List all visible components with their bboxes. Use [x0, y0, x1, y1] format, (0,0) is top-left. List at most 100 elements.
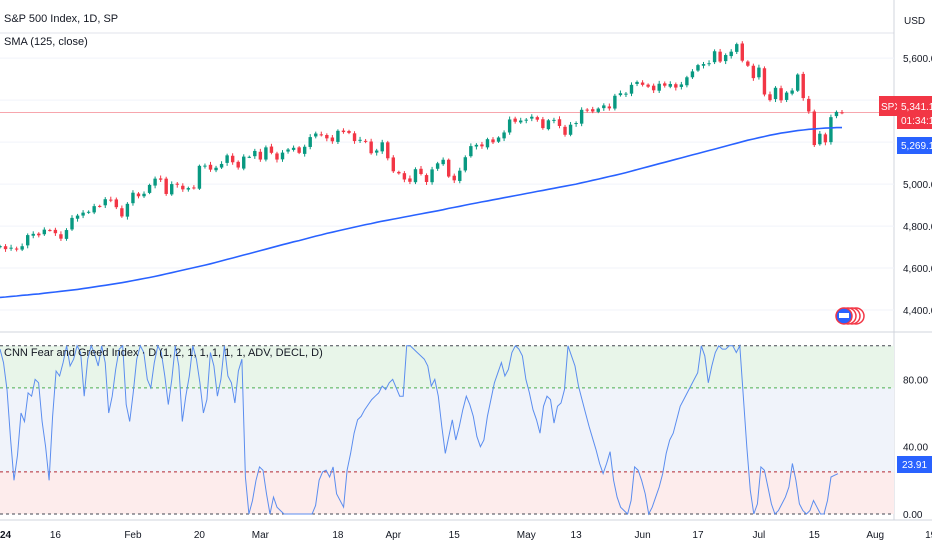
- fear-greed-line[interactable]: [0, 343, 839, 516]
- candle-body[interactable]: [629, 84, 634, 94]
- candle-body[interactable]: [419, 168, 423, 175]
- candle-body[interactable]: [602, 105, 606, 109]
- candle-body[interactable]: [784, 92, 789, 100]
- candle-body[interactable]: [59, 234, 63, 239]
- candle-body[interactable]: [230, 155, 235, 163]
- candle-body[interactable]: [441, 159, 445, 165]
- candle-body[interactable]: [147, 184, 152, 193]
- candle-body[interactable]: [181, 185, 185, 190]
- candle-body[interactable]: [430, 169, 434, 183]
- candle-body[interactable]: [319, 134, 323, 136]
- candle-body[interactable]: [114, 199, 119, 208]
- candle-body[interactable]: [690, 71, 695, 78]
- candle-body[interactable]: [302, 146, 307, 154]
- candle-body[interactable]: [53, 229, 58, 234]
- candle-body[interactable]: [585, 109, 589, 111]
- candle-body[interactable]: [330, 137, 335, 142]
- candle-body[interactable]: [618, 93, 623, 96]
- candle-body[interactable]: [696, 65, 700, 71]
- candle-body[interactable]: [596, 108, 600, 112]
- candle-body[interactable]: [807, 98, 811, 112]
- candle-body[interactable]: [0, 246, 2, 248]
- candle-body[interactable]: [568, 124, 573, 135]
- candle-body[interactable]: [208, 164, 213, 170]
- candle-body[interactable]: [463, 157, 468, 171]
- candle-body[interactable]: [685, 77, 689, 86]
- candle-body[interactable]: [86, 211, 91, 213]
- candle-body[interactable]: [258, 151, 263, 160]
- candle-body[interactable]: [236, 161, 240, 168]
- candle-body[interactable]: [37, 233, 41, 236]
- candle-body[interactable]: [591, 109, 595, 112]
- candle-body[interactable]: [557, 119, 562, 126]
- candle-body[interactable]: [358, 139, 362, 141]
- candle-body[interactable]: [3, 246, 8, 250]
- candle-body[interactable]: [801, 73, 805, 99]
- candle-body[interactable]: [640, 82, 645, 85]
- candle-body[interactable]: [668, 83, 672, 87]
- candle-body[interactable]: [25, 235, 30, 246]
- candle-body[interactable]: [242, 156, 246, 169]
- candle-body[interactable]: [674, 84, 678, 88]
- candle-body[interactable]: [552, 119, 556, 121]
- currency-label[interactable]: USD: [904, 16, 925, 27]
- candle-body[interactable]: [380, 142, 384, 152]
- candle-body[interactable]: [635, 81, 639, 84]
- candle-body[interactable]: [491, 139, 495, 143]
- candle-body[interactable]: [712, 51, 717, 63]
- candle-body[interactable]: [502, 132, 506, 139]
- candle-body[interactable]: [225, 155, 229, 163]
- candle-body[interactable]: [646, 84, 650, 87]
- candle-body[interactable]: [170, 184, 174, 195]
- candle-body[interactable]: [397, 171, 401, 174]
- candle-body[interactable]: [341, 130, 346, 133]
- candle-body[interactable]: [507, 119, 512, 133]
- candle-body[interactable]: [513, 118, 517, 122]
- candle-body[interactable]: [613, 95, 617, 109]
- sma-legend-label[interactable]: SMA (125, close): [4, 36, 88, 48]
- candle-body[interactable]: [701, 64, 706, 66]
- candle-body[interactable]: [424, 175, 429, 182]
- candle-body[interactable]: [679, 84, 684, 87]
- candle-body[interactable]: [70, 217, 74, 230]
- candle-body[interactable]: [297, 147, 301, 153]
- candle-body[interactable]: [757, 67, 761, 78]
- candle-body[interactable]: [247, 156, 251, 158]
- candle-body[interactable]: [75, 215, 80, 219]
- indicator-legend-label[interactable]: CNN Fear and Greed Index · D (1, 2, 1, 1…: [4, 347, 323, 359]
- candle-body[interactable]: [474, 144, 479, 147]
- candle-body[interactable]: [563, 126, 567, 135]
- candle-body[interactable]: [352, 133, 357, 142]
- candle-body[interactable]: [192, 187, 196, 189]
- candle-body[interactable]: [546, 120, 551, 130]
- candle-body[interactable]: [98, 205, 102, 207]
- candle-body[interactable]: [790, 90, 794, 94]
- candle-body[interactable]: [751, 65, 756, 79]
- candle-body[interactable]: [109, 199, 113, 201]
- candle-body[interactable]: [829, 117, 833, 143]
- candle-body[interactable]: [458, 170, 462, 181]
- candle-body[interactable]: [253, 150, 257, 157]
- price-pane[interactable]: [0, 41, 894, 299]
- candle-body[interactable]: [286, 149, 290, 152]
- candle-body[interactable]: [125, 203, 130, 217]
- sma-line[interactable]: [0, 126, 842, 299]
- candle-body[interactable]: [308, 137, 312, 147]
- candle-body[interactable]: [314, 133, 318, 137]
- candle-body[interactable]: [142, 193, 146, 197]
- candle-body[interactable]: [374, 150, 379, 153]
- candle-body[interactable]: [264, 147, 268, 160]
- candle-body[interactable]: [197, 165, 202, 189]
- fear-greed-axis[interactable]: 80.00 40.00 0.00: [903, 375, 928, 521]
- candle-body[interactable]: [663, 83, 667, 86]
- candle-body[interactable]: [707, 63, 711, 65]
- candle-body[interactable]: [435, 163, 440, 169]
- candle-body[interactable]: [14, 248, 19, 250]
- candle-body[interactable]: [840, 112, 844, 114]
- candle-body[interactable]: [657, 83, 661, 91]
- candle-body[interactable]: [336, 130, 340, 142]
- candle-body[interactable]: [574, 123, 578, 125]
- candle-body[interactable]: [579, 109, 584, 124]
- candle-body[interactable]: [386, 142, 390, 159]
